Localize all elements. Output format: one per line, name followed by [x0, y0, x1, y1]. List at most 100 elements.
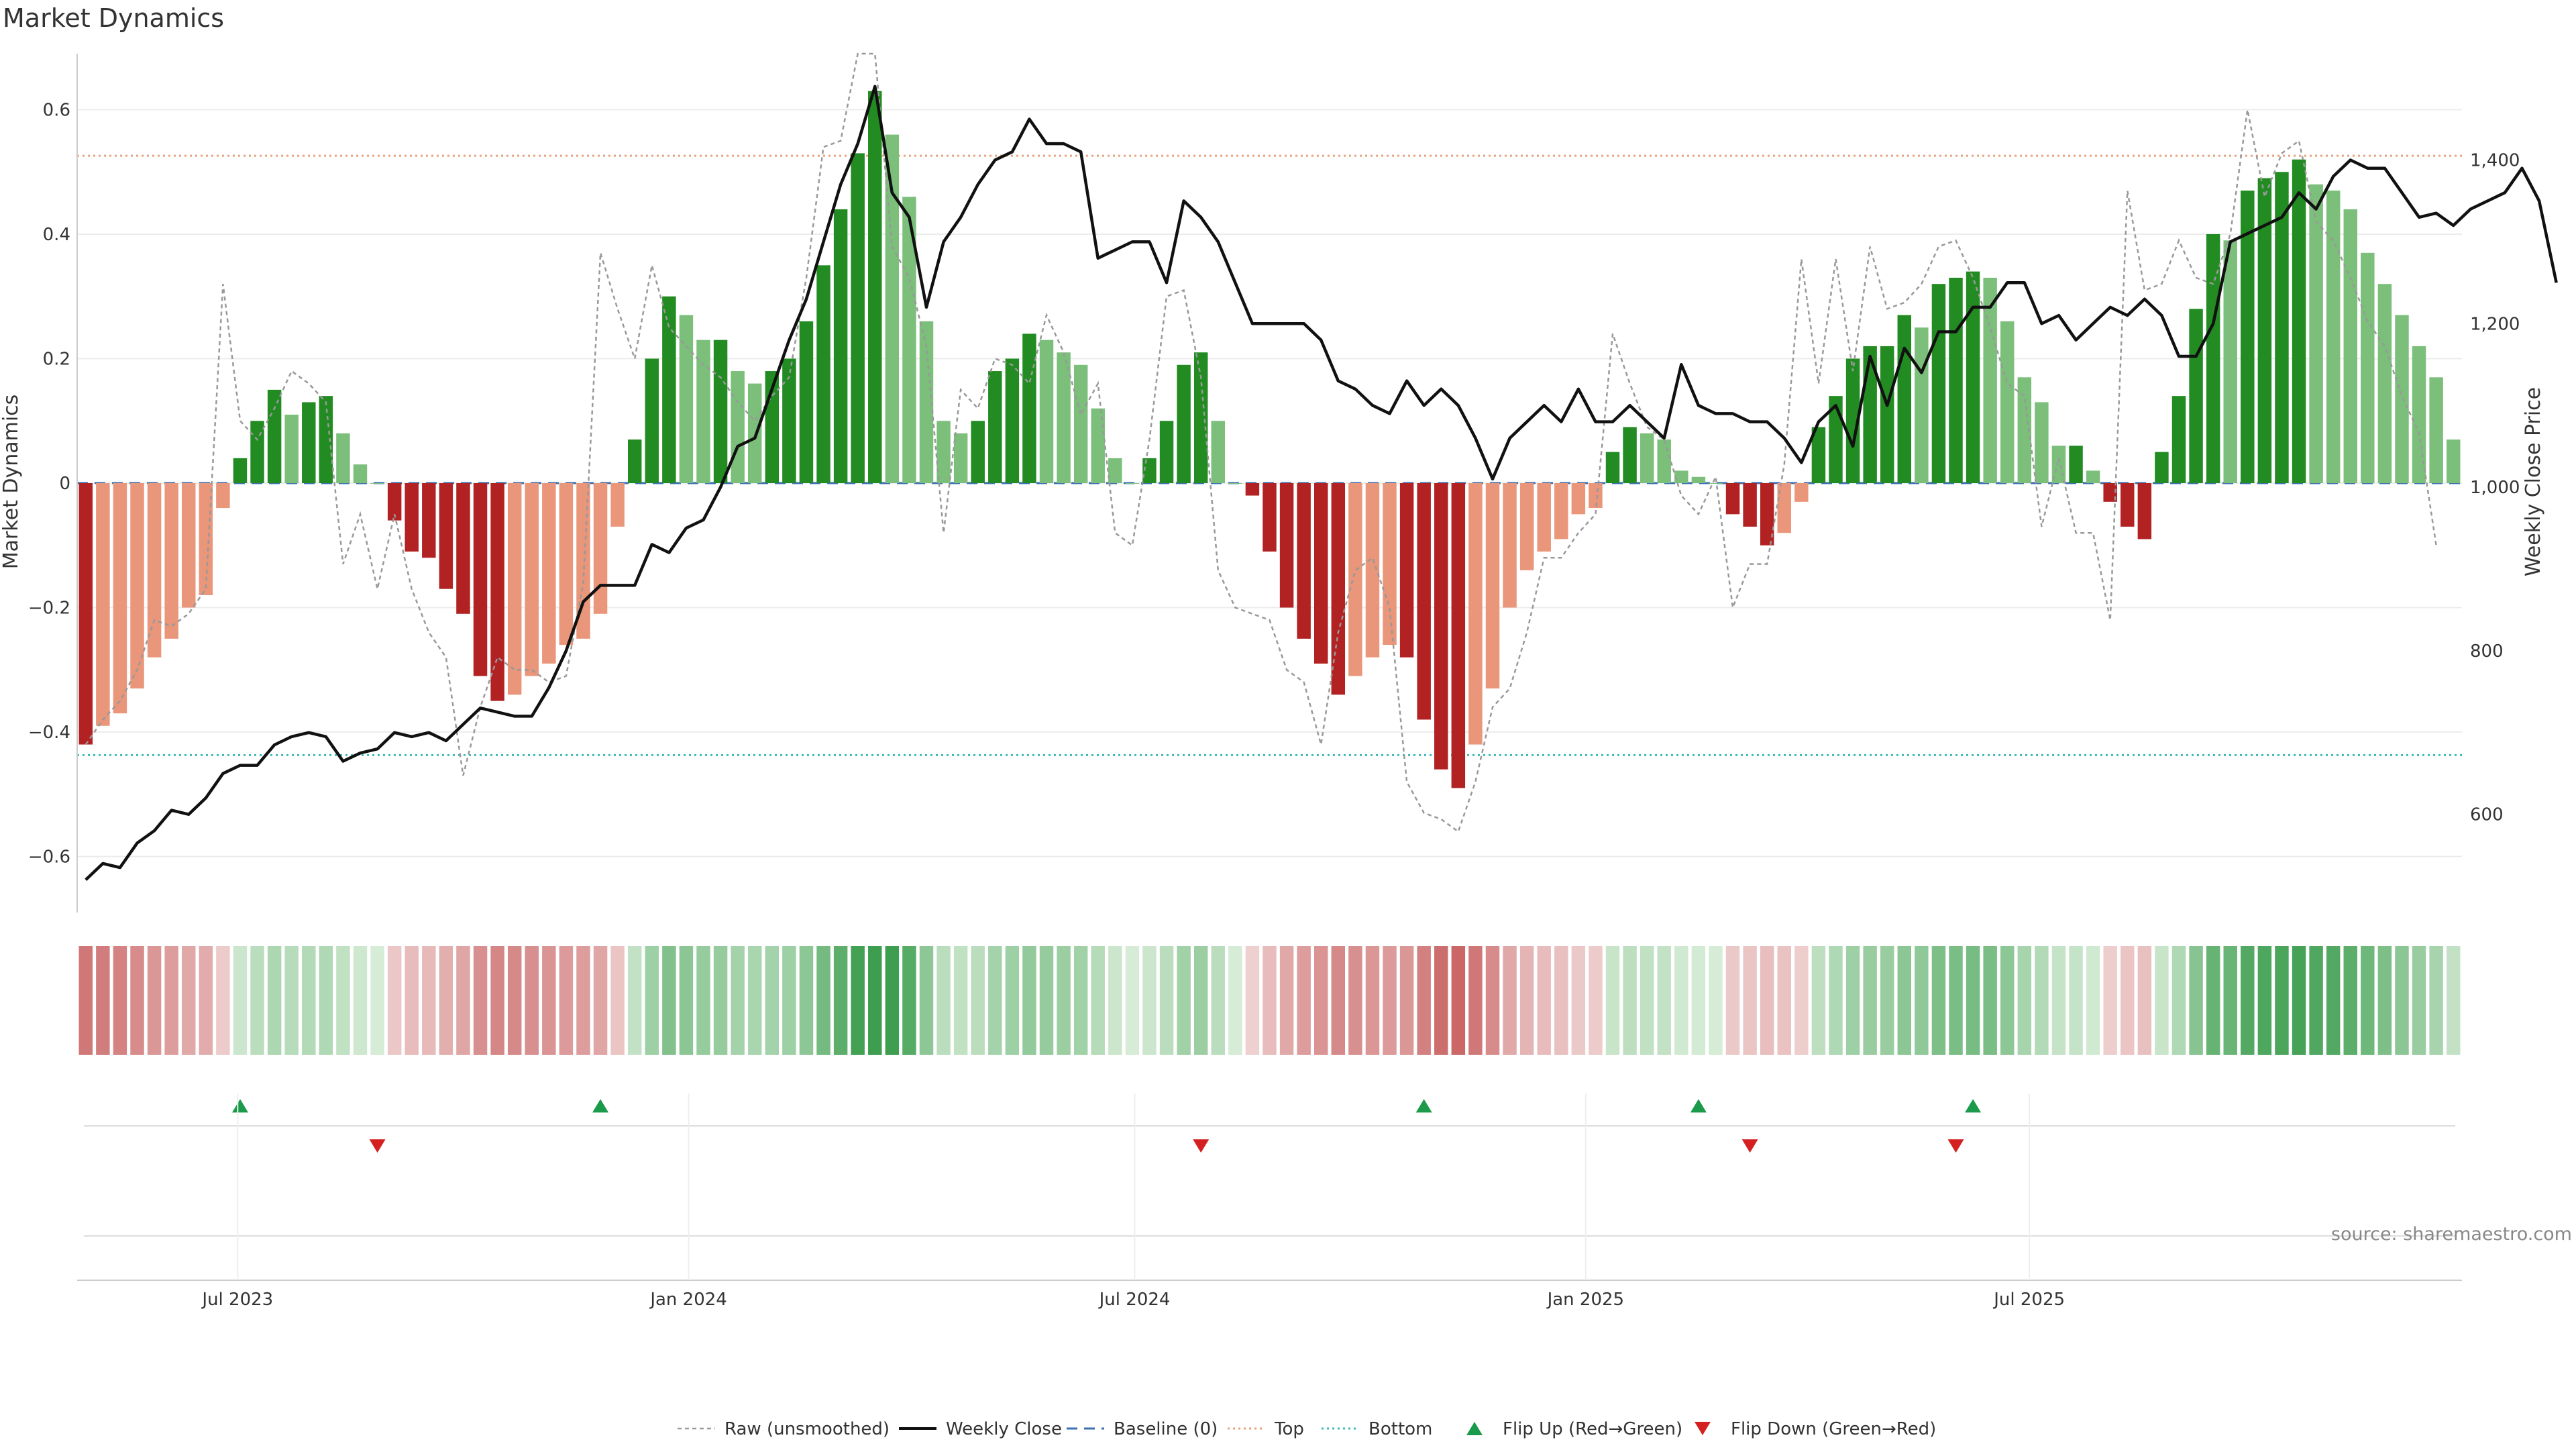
- legend-label: Bottom: [1368, 1419, 1432, 1439]
- y-tick-label: −0.2: [28, 599, 70, 619]
- momentum-bar: [147, 483, 162, 658]
- momentum-bar: [78, 483, 93, 745]
- heat-cell: [1383, 946, 1397, 1055]
- heat-cell: [284, 946, 299, 1055]
- momentum-bar: [525, 483, 539, 676]
- momentum-bar: [2189, 309, 2203, 483]
- flip-up-marker: [1690, 1099, 1707, 1112]
- x-tick-label: Jul 2025: [1992, 1290, 2065, 1310]
- momentum-bar: [1005, 358, 1020, 483]
- heat-cell: [1503, 946, 1517, 1055]
- momentum-bar: [2103, 483, 2117, 502]
- momentum-bar: [1297, 483, 1311, 639]
- momentum-bar: [1983, 277, 1997, 483]
- momentum-bar: [1211, 421, 1226, 483]
- momentum-bar: [2361, 252, 2375, 483]
- heat-cell: [988, 946, 1002, 1055]
- heat-cell: [1399, 946, 1414, 1055]
- momentum-bar: [731, 371, 745, 483]
- momentum-bar: [1949, 277, 1963, 483]
- heat-cell: [2189, 946, 2203, 1055]
- heat-cell: [1331, 946, 1346, 1055]
- momentum-bar: [1880, 346, 1894, 483]
- momentum-bar: [473, 483, 488, 676]
- heat-cell: [2069, 946, 2083, 1055]
- heat-cell: [696, 946, 710, 1055]
- legend: Raw (unsmoothed) Weekly Close Baseline (0)…: [678, 1419, 1936, 1439]
- momentum-bar: [1743, 483, 1757, 527]
- heat-cell: [1623, 946, 1637, 1055]
- heat-cell: [1365, 946, 1380, 1055]
- heat-cell: [2343, 946, 2357, 1055]
- raw-series: [85, 52, 2437, 833]
- momentum-bar: [679, 315, 694, 483]
- y-tick-label: 0: [59, 474, 70, 494]
- momentum-bar: [902, 197, 916, 483]
- momentum-bar: [1915, 327, 1929, 483]
- momentum-bar: [713, 340, 728, 483]
- heat-cell: [1005, 946, 1020, 1055]
- momentum-bar: [1434, 483, 1448, 770]
- momentum-bar: [971, 421, 985, 483]
- heat-cell: [2035, 946, 2049, 1055]
- heat-cell: [147, 946, 162, 1055]
- heat-cell: [1605, 946, 1620, 1055]
- momentum-bar: [1331, 483, 1346, 695]
- momentum-bar: [1159, 421, 1174, 483]
- momentum-bar: [2069, 446, 2083, 483]
- heat-cell: [1211, 946, 1226, 1055]
- legend-item: Weekly Close: [899, 1419, 1062, 1439]
- heat-cell: [1794, 946, 1809, 1055]
- heat-cell: [833, 946, 848, 1055]
- momentum-bar: [1503, 483, 1517, 608]
- heat-cell: [885, 946, 900, 1055]
- momentum-bar: [953, 433, 968, 483]
- legend-item: Flip Up (Red→Green): [1466, 1419, 1682, 1439]
- weekly-close-series: [85, 85, 2558, 881]
- y2-tick-label: 1,200: [2470, 314, 2520, 334]
- heat-cell: [1245, 946, 1260, 1055]
- momentum-bar: [267, 389, 282, 483]
- heat-cell: [1537, 946, 1551, 1055]
- heat-cell: [2121, 946, 2135, 1055]
- flip-up-marker: [1965, 1099, 1982, 1112]
- heat-cell: [782, 946, 796, 1055]
- heat-cell: [1966, 946, 1980, 1055]
- heat-cell: [1760, 946, 1774, 1055]
- heat-cell: [1263, 946, 1277, 1055]
- momentum-bar: [1657, 439, 1671, 483]
- x-axis: Jul 2023 Jan 2024 Jul 2024 Jan 2025 Jul 2025: [77, 1094, 2462, 1310]
- heat-cell: [1485, 946, 1500, 1055]
- momentum-bar: [2155, 452, 2169, 483]
- momentum-bar: [2035, 402, 2049, 483]
- y2-tick-label: 600: [2470, 805, 2504, 825]
- heat-cell: [267, 946, 282, 1055]
- heat-cell: [2429, 946, 2443, 1055]
- momentum-bar: [627, 439, 642, 483]
- heat-cell: [919, 946, 934, 1055]
- legend-item: Raw (unsmoothed): [678, 1419, 890, 1439]
- heat-cell: [2326, 946, 2341, 1055]
- flip-down-marker: [1193, 1139, 1210, 1153]
- heat-cell: [1691, 946, 1706, 1055]
- momentum-bar: [490, 483, 504, 701]
- momentum-bar: [1022, 333, 1036, 483]
- momentum-bar: [2137, 483, 2152, 539]
- heat-cell: [1709, 946, 1723, 1055]
- heat-cell: [1434, 946, 1448, 1055]
- momentum-bar: [988, 371, 1002, 483]
- heat-cell: [233, 946, 248, 1055]
- momentum-bar: [1365, 483, 1380, 658]
- heat-cell: [2051, 946, 2066, 1055]
- heat-cell: [868, 946, 882, 1055]
- momentum-bar: [130, 483, 144, 689]
- heat-cell: [456, 946, 470, 1055]
- momentum-bar: [782, 358, 796, 483]
- momentum-bar: [1691, 476, 1706, 483]
- momentum-bar: [2000, 321, 2015, 483]
- momentum-bar: [1845, 358, 1860, 483]
- heat-cell: [2155, 946, 2169, 1055]
- heat-cell: [610, 946, 625, 1055]
- momentum-bar: [199, 483, 213, 595]
- legend-item: Bottom: [1322, 1419, 1432, 1439]
